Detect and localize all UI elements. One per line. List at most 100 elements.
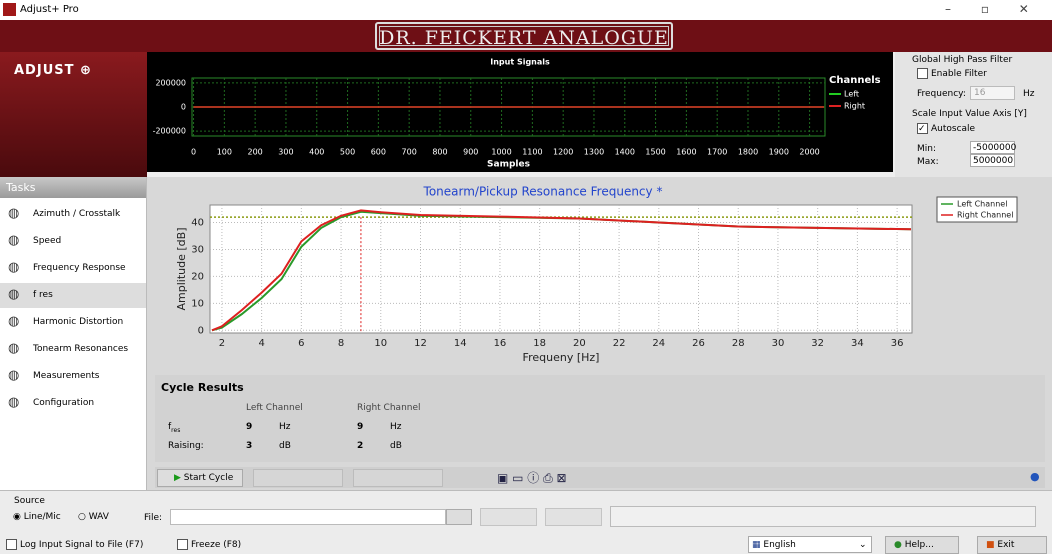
raising-left: 3 [246, 441, 253, 451]
max-value: 5000000 [973, 156, 1014, 166]
x-tick-label: 400 [309, 148, 324, 157]
legend-label: Right [844, 102, 865, 111]
task-item[interactable]: ◍ f res [0, 283, 146, 308]
radio-line[interactable]: ◉ Line/Mic [13, 512, 61, 522]
log-checkbox[interactable]: Log Input Signal to File (F7) [6, 539, 143, 550]
language: ▦ English [752, 540, 796, 550]
y-tick-label: 200000 [155, 78, 186, 87]
chart-title: Tonearm/Pickup Resonance Frequency * [423, 185, 663, 199]
brand: DR. FEICKERT ANALOGUE [379, 27, 669, 49]
task-icon: ◍ [8, 260, 20, 275]
brand-box: DR. FEICKERT ANALOGUE [375, 22, 673, 50]
y-tick-label: -200000 [153, 127, 186, 136]
x-tick-label: 1700 [707, 148, 727, 157]
f-label: f [168, 422, 172, 432]
frequency-field[interactable]: 16 [970, 86, 1015, 100]
logo: ADJUST ⊕ [14, 63, 92, 78]
task-item[interactable]: ◍ Configuration [0, 391, 146, 416]
autoscale[interactable]: ✓ Autoscale [917, 123, 976, 134]
header: DR. FEICKERT ANALOGUE [0, 20, 1052, 52]
task-label: f res [33, 290, 53, 300]
chart-title: Input Signals [490, 58, 550, 67]
raising-right: 2 [357, 441, 364, 451]
scale-title: Scale Input Value Axis [Y] [912, 109, 1027, 119]
filter-title: Global High Pass Filter [912, 55, 1013, 65]
play-button[interactable] [480, 508, 537, 526]
task-label: Azimuth / Crosstalk [33, 209, 121, 219]
disabled-button[interactable] [253, 469, 343, 487]
radio-wav[interactable]: ○ WAV [78, 512, 109, 522]
x-tick-label: 16 [494, 338, 507, 349]
raising-left-unit: dB [279, 441, 291, 451]
task-label: Harmonic Distortion [33, 317, 124, 327]
raising-right-unit: dB [390, 441, 402, 451]
toolbar: ▶ Start Cycle ▣ ▭ ⓘ ⎙ ⊠ ● [155, 467, 1045, 488]
x-tick-label: 14 [454, 338, 467, 349]
task-item[interactable]: ◍ Tonearm Resonances [0, 337, 146, 362]
y-tick-label: 20 [191, 271, 204, 282]
x-tick-label: 28 [732, 338, 745, 349]
task-item[interactable]: ◍ Measurements [0, 364, 146, 389]
exit-button[interactable]: ■ Exit [977, 536, 1047, 554]
left-header: Left Channel [246, 403, 303, 413]
task-item[interactable]: ◍ Speed [0, 229, 146, 254]
help-icon[interactable]: ● [1030, 470, 1040, 483]
min-label: Min: [917, 144, 937, 154]
filter-panel: Global High Pass Filter Enable Filter Fr… [895, 52, 1052, 177]
x-tick-label: 800 [432, 148, 447, 157]
fres-right-unit: Hz [390, 422, 402, 432]
resonance-chart: Tonearm/Pickup Resonance Frequency * 0 10 2… [175, 185, 1018, 364]
x-tick-label: 24 [652, 338, 665, 349]
task-item[interactable]: ◍ Harmonic Distortion [0, 310, 146, 335]
browse-button[interactable] [446, 509, 472, 525]
x-tick-label: 1200 [553, 148, 573, 157]
right-header: Right Channel [357, 403, 421, 413]
x-tick-label: 12 [414, 338, 427, 349]
tasks-header: Tasks [0, 177, 146, 198]
x-tick-label: 1800 [738, 148, 758, 157]
y-tick-label: 30 [191, 244, 204, 255]
x-tick-label: 1500 [645, 148, 665, 157]
help-label: Help... [904, 540, 934, 550]
task-icon: ◍ [8, 314, 20, 329]
help-button[interactable]: ● Help... [885, 536, 959, 554]
line-label: Line/Mic [23, 512, 61, 522]
max-field[interactable]: 5000000 [970, 154, 1015, 167]
disabled-button[interactable] [353, 469, 443, 487]
task-item[interactable]: ◍ Frequency Response [0, 256, 146, 281]
freeze-checkbox[interactable]: Freeze (F8) [177, 539, 241, 550]
min-field[interactable]: -5000000 [970, 141, 1016, 154]
progress [610, 506, 1036, 527]
y-axis-label: Amplitude [dB] [175, 228, 188, 311]
legend-label: Right Channel [957, 211, 1013, 220]
x-tick-label: 22 [613, 338, 626, 349]
fres-label: fres [168, 422, 180, 434]
task-icon: ◍ [8, 395, 20, 410]
enable-filter[interactable]: Enable Filter [917, 68, 987, 79]
legend-label: Left Channel [957, 200, 1007, 209]
x-tick-label: 36 [891, 338, 904, 349]
task-label: Tonearm Resonances [33, 344, 129, 354]
max-label: Max: [917, 157, 939, 167]
x-tick-label: 600 [371, 148, 386, 157]
start-button[interactable]: ▶ Start Cycle [157, 469, 243, 487]
f-sub: res [171, 426, 181, 434]
y-tick-label: 10 [191, 298, 204, 309]
exit-label: Exit [997, 540, 1015, 550]
x-tick-label: 1300 [584, 148, 604, 157]
x-tick-label: 500 [340, 148, 355, 157]
language-select[interactable]: ▦ English ⌄ [748, 536, 872, 553]
app-icon [3, 3, 16, 16]
x-tick-label: 1000 [491, 148, 511, 157]
stop-button[interactable] [545, 508, 602, 526]
x-tick-label: 18 [533, 338, 546, 349]
window-buttons[interactable]: – ▫ ✕ [945, 2, 1029, 16]
task-item[interactable]: ◍ Azimuth / Crosstalk [0, 202, 146, 227]
frequency-value: 16 [974, 88, 986, 98]
x-tick-label: 4 [258, 338, 264, 349]
file-field[interactable] [170, 509, 446, 525]
toolbar-icons[interactable]: ▣ ▭ ⓘ ⎙ ⊠ [497, 471, 567, 485]
log-label: Log Input Signal to File (F7) [20, 540, 144, 550]
legend-title: Channels [829, 75, 881, 86]
fres-left-unit: Hz [279, 422, 291, 432]
